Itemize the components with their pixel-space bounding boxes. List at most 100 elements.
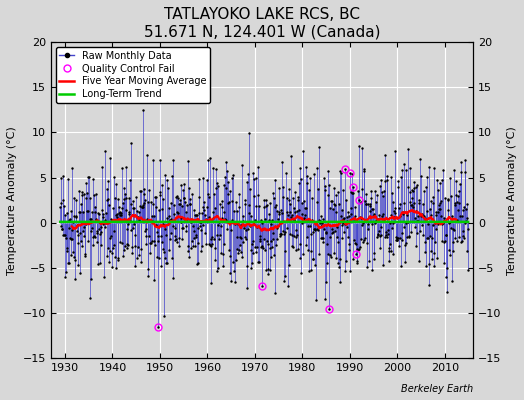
Point	[458, 238, 466, 244]
Point	[158, 206, 167, 212]
Point	[237, 253, 246, 260]
Point	[123, 240, 132, 247]
Point	[432, 226, 440, 232]
Y-axis label: Temperature Anomaly (°C): Temperature Anomaly (°C)	[507, 126, 517, 274]
Point	[56, 204, 64, 211]
Point	[167, 230, 175, 236]
Point	[202, 218, 211, 224]
Point	[281, 273, 289, 279]
Point	[168, 173, 176, 179]
Point	[362, 200, 370, 207]
Point	[280, 248, 289, 254]
Point	[364, 226, 372, 232]
Point	[239, 222, 248, 228]
Point	[417, 212, 425, 219]
Point	[139, 107, 147, 114]
Point	[429, 200, 437, 206]
Point	[266, 200, 274, 206]
Point	[230, 208, 238, 214]
Point	[361, 166, 369, 173]
Point	[201, 218, 210, 225]
Point	[211, 204, 219, 211]
Point	[233, 246, 241, 252]
Point	[266, 267, 275, 273]
Point	[210, 245, 219, 251]
Point	[313, 186, 322, 192]
Point	[161, 172, 170, 178]
Point	[382, 232, 390, 238]
Point	[100, 274, 108, 280]
Point	[428, 235, 436, 241]
Point	[102, 252, 111, 259]
Point	[399, 200, 408, 206]
Point	[449, 248, 457, 254]
Point	[258, 283, 266, 289]
Point	[258, 220, 267, 226]
Point	[285, 196, 293, 203]
Point	[339, 220, 347, 226]
Point	[395, 243, 403, 249]
Point	[209, 214, 217, 221]
Point	[281, 229, 290, 235]
Point	[94, 210, 102, 216]
Point	[272, 224, 281, 231]
Point	[261, 216, 269, 222]
Point	[365, 257, 374, 264]
Point	[398, 230, 407, 236]
Point	[109, 245, 117, 252]
Point	[302, 180, 311, 186]
Point	[359, 220, 367, 226]
Point	[106, 247, 114, 254]
Point	[454, 193, 462, 199]
Point	[135, 252, 143, 258]
Point	[380, 216, 388, 223]
Point	[141, 241, 150, 248]
Point	[162, 215, 171, 221]
Point	[104, 245, 112, 251]
Point	[330, 250, 338, 256]
Point	[113, 213, 121, 220]
Point	[114, 254, 122, 261]
Point	[202, 216, 210, 222]
Point	[124, 242, 132, 249]
Point	[235, 204, 244, 210]
Point	[176, 201, 184, 207]
Point	[156, 157, 164, 164]
Point	[335, 256, 344, 262]
Point	[171, 236, 180, 242]
Point	[138, 204, 147, 210]
Point	[425, 206, 434, 212]
Point	[231, 220, 239, 226]
Point	[278, 210, 286, 217]
Point	[430, 165, 438, 172]
Point	[457, 239, 465, 245]
Title: TATLAYOKO LAKE RCS, BC
51.671 N, 124.401 W (Canada): TATLAYOKO LAKE RCS, BC 51.671 N, 124.401…	[144, 7, 380, 39]
Point	[264, 271, 272, 277]
Point	[220, 209, 228, 216]
Point	[336, 170, 345, 176]
Point	[91, 209, 99, 216]
Point	[274, 216, 282, 222]
Point	[342, 197, 351, 204]
Point	[195, 176, 203, 182]
Point	[57, 200, 65, 206]
Point	[57, 223, 65, 229]
Point	[103, 186, 111, 192]
Point	[108, 250, 117, 256]
Point	[176, 219, 184, 226]
Point	[64, 176, 72, 183]
Point	[182, 222, 191, 229]
Point	[169, 275, 177, 282]
Point	[179, 225, 187, 231]
Point	[290, 232, 298, 239]
Point	[304, 247, 312, 254]
Point	[374, 232, 382, 238]
Point	[397, 174, 406, 180]
Point	[217, 215, 226, 222]
Point	[102, 220, 111, 226]
Point	[322, 228, 330, 235]
Point	[246, 246, 255, 253]
Point	[440, 215, 448, 221]
Point	[189, 242, 198, 249]
Point	[385, 245, 393, 252]
